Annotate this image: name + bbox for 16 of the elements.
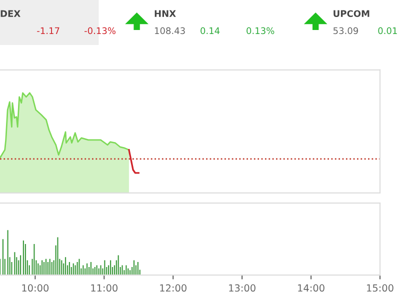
text: 53.09 [333,27,358,34]
text: HNX [154,10,176,17]
x-tick-label: 11:00 [91,284,118,292]
text: 0.01 [378,27,397,34]
x-tick-label: 13:00 [229,284,256,292]
text: UPCOM [334,10,370,18]
x-tick-label: 12:00 [160,284,186,292]
x-tick-label: 10:00 [22,284,49,292]
text: -1.17 [37,27,60,34]
text: 0.13% [246,27,274,34]
x-tick-label: 15:00 [367,284,394,292]
text: DEX [0,10,20,17]
text: 0.14 [200,27,220,34]
text: 108.43 [154,27,185,34]
text: -0.13% [84,27,116,34]
x-tick-label: 14:00 [298,284,324,292]
